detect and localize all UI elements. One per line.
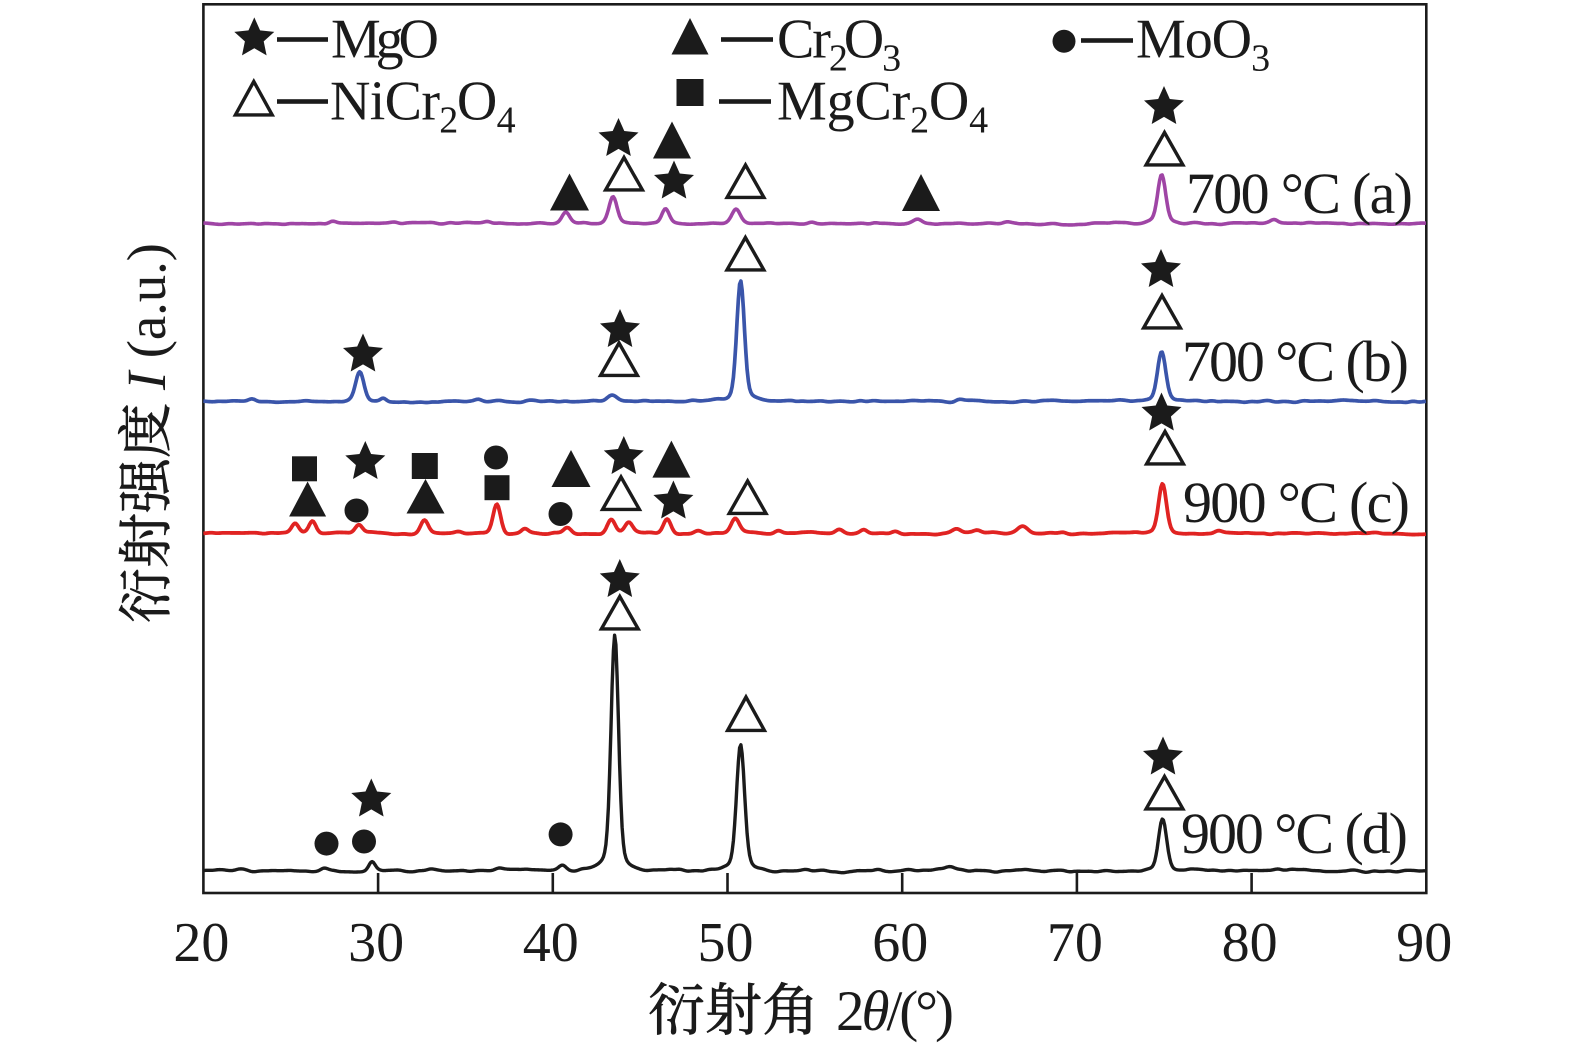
svg-text:MoO3​: MoO3​	[1136, 9, 1270, 80]
svg-text:MgCr2​O4​: MgCr2​O4​	[777, 71, 988, 142]
svg-text:I (a.u.): I (a.u.)	[116, 243, 177, 391]
svg-text:50: 50	[698, 912, 754, 974]
svg-text:NiCr2​O4​: NiCr2​O4​	[330, 71, 516, 142]
svg-text:700 °C (a): 700 °C (a)	[1186, 161, 1413, 226]
svg-text:60: 60	[872, 912, 928, 974]
svg-text:2θ/(°): 2θ/(°)	[836, 980, 954, 1043]
svg-text:Cr2​O3​: Cr2​O3​	[777, 9, 901, 80]
svg-text:700 °C (b): 700 °C (b)	[1182, 329, 1409, 394]
svg-text:900 °C (d): 900 °C (d)	[1181, 801, 1408, 866]
svg-text:70: 70	[1047, 912, 1103, 974]
svg-text:90: 90	[1396, 912, 1452, 974]
svg-text:MgO: MgO	[331, 9, 439, 71]
svg-text:40: 40	[523, 912, 579, 974]
svg-text:20: 20	[173, 912, 229, 974]
svg-text:30: 30	[348, 912, 404, 974]
svg-text:900 °C (c): 900 °C (c)	[1183, 470, 1410, 535]
svg-text:80: 80	[1222, 912, 1278, 974]
